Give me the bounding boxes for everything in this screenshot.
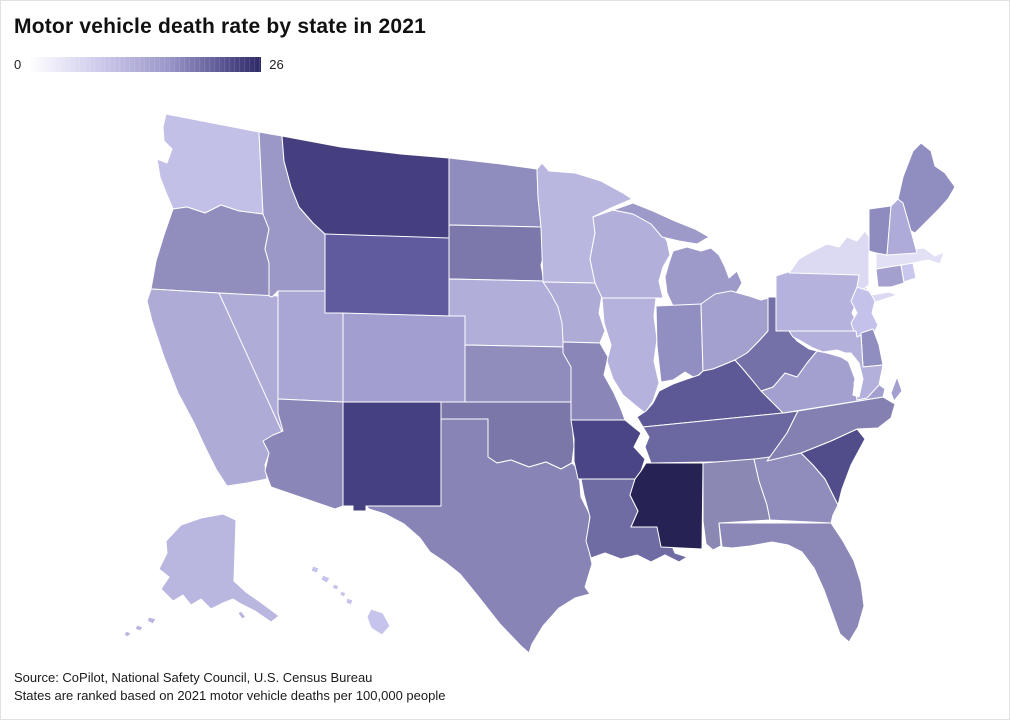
- state-mi[interactable]: Michigan: 10.7: [612, 202, 710, 245]
- state-ak[interactable]: Alaska: 7: [237, 610, 247, 620]
- state-mi[interactable]: Michigan: 10.7: [664, 246, 743, 307]
- legend-max-label: 26: [269, 57, 284, 72]
- state-de[interactable]: Delaware: 12.4: [860, 328, 884, 368]
- state-ri[interactable]: Rhode Island: 5: [900, 262, 917, 283]
- source-line: Source: CoPilot, National Safety Council…: [14, 670, 373, 685]
- source-note: Source: CoPilot, National Safety Council…: [14, 669, 445, 705]
- state-vt[interactable]: Vermont: 12.6: [868, 205, 892, 256]
- state-ak[interactable]: Alaska: 7: [158, 513, 280, 623]
- state-wa[interactable]: Washington: 5.7: [156, 113, 264, 215]
- state-ak[interactable]: Alaska: 7: [134, 624, 144, 632]
- state-hi[interactable]: Hawaii: 5.3: [339, 590, 347, 598]
- state-co[interactable]: Colorado: 9.8: [342, 312, 466, 403]
- state-ny[interactable]: New York: 3: [788, 230, 870, 292]
- state-ak[interactable]: Alaska: 7: [123, 630, 132, 638]
- state-fl[interactable]: Florida: 13.1: [718, 522, 865, 643]
- state-mo[interactable]: Missouri: 13.2: [562, 341, 626, 421]
- state-or[interactable]: Oregon: 12.4: [150, 204, 270, 297]
- state-nm[interactable]: New Mexico: 22.2: [342, 401, 442, 512]
- state-ks[interactable]: Kansas: 12.4: [464, 344, 576, 403]
- color-legend: 0 26: [14, 57, 284, 72]
- state-in[interactable]: Indiana: 12.2: [655, 303, 704, 383]
- legend-gradient-bar: [29, 57, 262, 72]
- state-nc[interactable]: North Carolina: 14.1: [766, 396, 896, 462]
- state-ar[interactable]: Arkansas: 21.6: [570, 419, 646, 480]
- chesapeake-bay-water: [842, 352, 864, 398]
- state-mn[interactable]: Minnesota: 7: [536, 162, 633, 284]
- legend-min-label: 0: [14, 57, 22, 72]
- page-title: Motor vehicle death rate by state in 202…: [14, 15, 427, 38]
- state-hi[interactable]: Hawaii: 5.3: [320, 574, 331, 584]
- state-tx[interactable]: Texas: 13.5: [365, 418, 593, 654]
- state-hi[interactable]: Hawaii: 5.3: [345, 597, 354, 606]
- state-wy[interactable]: Wyoming: 18.9: [324, 233, 450, 317]
- note-line: States are ranked based on 2021 motor ve…: [14, 688, 446, 703]
- state-ms[interactable]: Mississippi: 26: [629, 462, 704, 550]
- state-hi[interactable]: Hawaii: 5.3: [310, 565, 320, 574]
- state-ak[interactable]: Alaska: 7: [146, 616, 157, 625]
- state-va[interactable]: Virginia: 9.7: [890, 376, 903, 402]
- state-hi[interactable]: Hawaii: 5.3: [331, 583, 340, 591]
- state-me[interactable]: Maine: 12.4: [897, 142, 956, 234]
- state-sd[interactable]: South Dakota: 15.2: [448, 224, 546, 282]
- state-hi[interactable]: Hawaii: 5.3: [366, 608, 391, 636]
- state-nd[interactable]: North Dakota: 12.5: [448, 157, 542, 228]
